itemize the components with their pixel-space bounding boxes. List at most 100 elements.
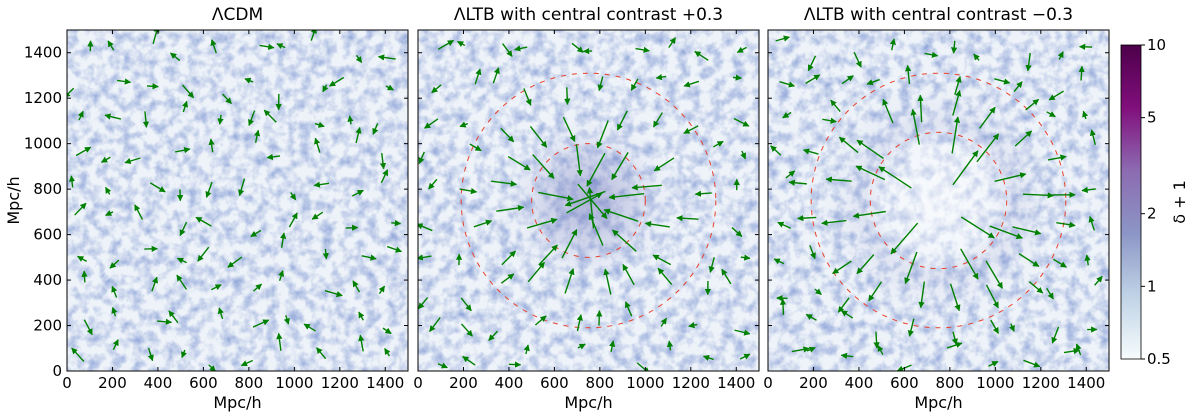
velocity-arrow xyxy=(1051,326,1060,344)
velocity-arrow xyxy=(77,110,84,121)
velocity-arrow xyxy=(208,138,215,153)
velocity-arrow xyxy=(526,217,558,229)
velocity-arrow xyxy=(105,210,114,216)
velocity-arrow xyxy=(205,181,213,198)
velocity-arrow xyxy=(733,117,750,127)
velocity-arrow xyxy=(460,323,473,337)
velocity-arrow xyxy=(635,46,650,54)
velocity-arrow xyxy=(81,270,88,283)
y-tick-label: 1000 xyxy=(24,135,62,153)
velocity-arrow xyxy=(250,229,262,238)
contour-2 xyxy=(460,72,717,329)
velocity-arrow xyxy=(210,284,222,291)
velocity-arrow xyxy=(889,38,896,51)
velocity-arrow xyxy=(529,126,548,148)
velocity-arrow xyxy=(917,94,924,123)
x-tick-label: 400 xyxy=(845,374,874,392)
velocity-arrow xyxy=(492,67,500,84)
panel-1: ΛCDM 0 200 400 600 800 1000 1200 1400 0 200 400 600 8… xyxy=(4,5,409,412)
velocity-arrow xyxy=(868,281,883,302)
velocity-arrow xyxy=(713,140,724,148)
velocity-arrow xyxy=(431,84,442,94)
velocity-arrow xyxy=(739,353,751,360)
velocity-arrow xyxy=(253,129,261,143)
velocity-arrow xyxy=(652,112,663,128)
velocity-arrow xyxy=(837,297,850,313)
x-tick-label: 1200 xyxy=(1022,374,1060,392)
velocity-arrow xyxy=(1046,287,1054,300)
velocity-arrow xyxy=(732,74,743,81)
velocity-arrow xyxy=(523,88,532,106)
colorbar-tick-label: 0.5 xyxy=(1147,350,1171,368)
x-tick-label: 600 xyxy=(890,374,919,392)
velocity-arrow xyxy=(372,123,379,135)
velocity-arrow xyxy=(382,327,392,335)
velocity-arrow xyxy=(358,334,365,352)
velocity-arrow xyxy=(1014,130,1033,147)
plot-frame xyxy=(767,29,1110,372)
velocity-arrow xyxy=(660,317,668,327)
velocity-arrow xyxy=(104,113,122,120)
velocity-arrow xyxy=(907,318,915,337)
velocity-arrow xyxy=(951,331,958,346)
plot-frame xyxy=(66,29,409,372)
x-tick-label: 0 xyxy=(62,374,72,392)
velocity-arrow xyxy=(157,318,173,325)
x-tick-label: 200 xyxy=(98,374,127,392)
velocity-arrow xyxy=(740,150,747,160)
velocity-arrow xyxy=(418,254,432,261)
velocity-arrow xyxy=(694,190,712,197)
velocity-arrow xyxy=(609,340,616,353)
velocity-arrow xyxy=(1023,359,1041,368)
velocity-arrow xyxy=(380,169,389,184)
velocity-arrow xyxy=(989,225,1023,240)
velocity-arrow xyxy=(960,216,995,239)
velocity-arrow xyxy=(75,146,92,157)
velocity-arrow xyxy=(473,219,493,228)
panel-2: ΛLTB with central contrast +0.3 0 200 400 60… xyxy=(413,5,760,412)
velocity-arrow xyxy=(195,216,212,227)
velocity-arrow xyxy=(822,117,837,124)
velocity-arrow xyxy=(175,147,191,154)
velocity-arrow xyxy=(197,246,210,262)
velocity-arrow xyxy=(683,125,699,134)
velocity-arrow xyxy=(240,359,253,367)
velocity-arrow xyxy=(112,339,119,351)
x-tick-label: 1400 xyxy=(1067,374,1105,392)
velocity-arrow xyxy=(176,257,187,264)
velocity-arrow xyxy=(152,30,160,44)
panel-title: ΛCDM xyxy=(212,5,263,25)
density-field xyxy=(67,30,408,371)
velocity-arrow xyxy=(289,192,297,201)
colorbar-tick-label: 10 xyxy=(1147,36,1166,54)
x-tick-label: 0 xyxy=(763,374,773,392)
velocity-arrow xyxy=(418,297,429,310)
velocity-arrow xyxy=(564,190,606,207)
velocity-arrow xyxy=(347,115,354,125)
velocity-arrow xyxy=(244,77,254,84)
velocity-arrow xyxy=(1056,221,1076,228)
velocity-arrow xyxy=(994,172,1027,183)
velocity-arrow xyxy=(385,84,394,91)
velocity-arrow xyxy=(631,184,662,191)
velocity-arrow xyxy=(708,257,715,273)
velocity-arrow xyxy=(276,332,283,351)
velocity-arrow xyxy=(949,283,961,312)
velocity-arrow xyxy=(731,227,743,237)
velocity-arrow xyxy=(507,155,531,171)
x-tick-label: 1000 xyxy=(275,374,313,392)
velocity-arrow xyxy=(611,151,629,181)
velocity-arrow xyxy=(1075,343,1082,356)
x-axis-label: Mpc/h xyxy=(213,393,261,412)
velocity-arrow xyxy=(182,100,189,113)
velocity-arrow xyxy=(1088,215,1095,231)
velocity-arrow xyxy=(355,126,362,144)
x-tick-label: 0 xyxy=(413,374,423,392)
velocity-arrow xyxy=(355,54,363,64)
velocity-arrow xyxy=(644,221,670,228)
velocity-arrow xyxy=(107,40,115,51)
velocity-arrow xyxy=(459,187,478,195)
x-tick-label: 800 xyxy=(936,374,965,392)
velocity-arrow xyxy=(852,210,886,219)
velocity-arrow xyxy=(586,152,606,187)
